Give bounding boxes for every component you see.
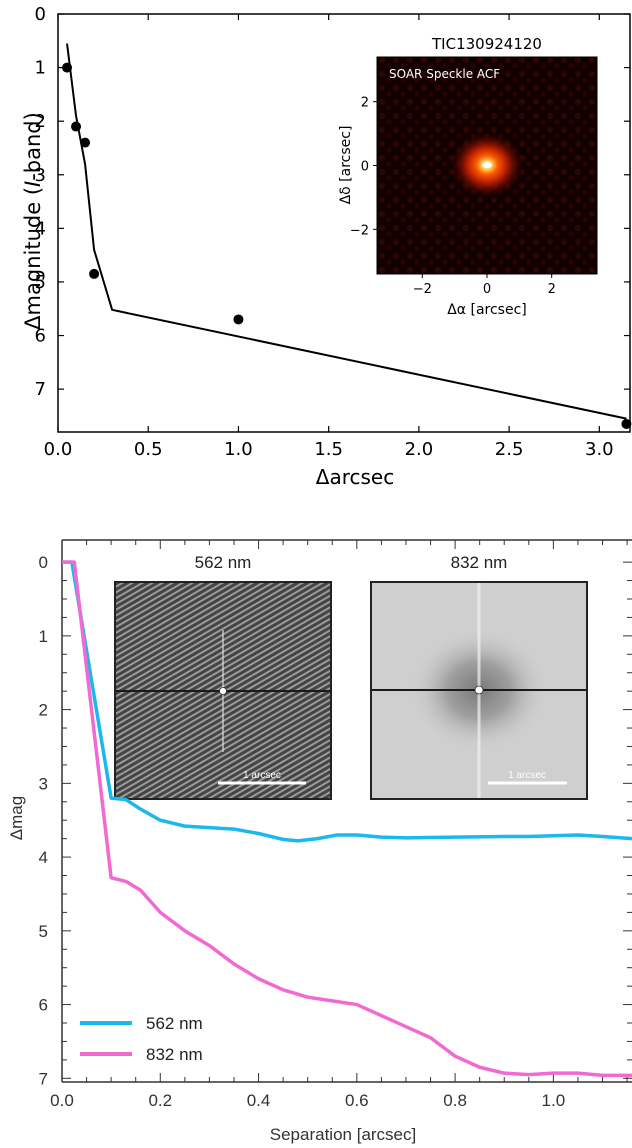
bottom-x-tick-label: 0.4 [247,1091,271,1110]
legend: 562 nm 832 nm [80,1014,203,1064]
bottom-x-axis-label: Separation [arcsec] [270,1125,416,1144]
top-x-tick-label: 2.0 [405,439,434,460]
inset-x-tick-label: −2 [413,282,432,297]
top-y-tick-label: 1 [35,58,46,79]
bottom-x-tick-label: 0.6 [345,1091,369,1110]
detection-point [80,137,91,148]
series-line-562nm [62,560,632,843]
inset-y-tick-label: 0 [361,160,369,175]
inset-562nm-title: 562 nm [195,553,252,572]
inset-title: TIC130924120 [431,35,542,53]
bottom-y-axis-label: Δmag [7,796,26,840]
detection-point [89,268,100,279]
series-line-832nm [62,560,632,1078]
top-x-axis-label: Δarcsec [316,465,394,489]
detection-point [621,418,632,429]
bottom-y-tick-label: 4 [39,848,48,867]
top-x-tick-label: 2.5 [495,439,524,460]
inset-832nm-frame [370,581,588,800]
top-x-tick-label: 1.5 [314,439,343,460]
top-y-tick-label: 5 [35,272,46,293]
inset-ticks: −2 0 2 2 0 −2 [350,96,556,297]
bottom-axes: 0.0 0.2 0.4 0.6 0.8 1.0 0 1 2 3 4 5 6 7 [39,539,632,1110]
top-y-tick-label: 6 [35,326,46,347]
detection-point [62,62,73,73]
top-axes: 0.0 0.5 1.0 1.5 2.0 2.5 3.0 0 1 2 3 4 5 6 7 [35,4,631,460]
top-y-tick-label: 4 [35,218,46,239]
inset-832nm: 832 nm 1 arcsec [370,553,588,800]
bottom-x-tick-label: 0.0 [50,1091,74,1110]
bottom-y-tick-label: 6 [39,996,48,1015]
inset-562nm-center [219,687,227,695]
inset-label: SOAR Speckle ACF [389,67,500,81]
bottom-x-tick-label: 0.2 [148,1091,172,1110]
inset-562nm: 562 nm 1 arcsec [114,553,332,800]
bottom-y-tick-label: 7 [39,1069,48,1088]
acf-inset: TIC130924120 SOAR Speckle ACF −2 0 2 2 0 −2 Δ… [338,35,598,318]
bottom-y-tick-label: 5 [39,922,48,941]
top-x-tick-label: 0.0 [44,439,73,460]
inset-832nm-center [474,685,484,695]
legend-label-562nm: 562 nm [146,1014,203,1033]
bottom-y-tick-label: 1 [39,627,48,646]
detection-point [233,314,244,325]
bottom-chart-panel: 0.0 0.2 0.4 0.6 0.8 1.0 0 1 2 3 4 5 6 7 562 nm 1 arcs… [7,539,632,1144]
top-y-tick-label: 2 [35,111,46,132]
bottom-y-tick-label: 2 [39,701,48,720]
detection-point [71,121,82,132]
bottom-y-tick-label: 0 [39,553,48,572]
inset-y-axis-label: Δδ [arcsec] [338,126,354,205]
top-y-tick-label: 0 [35,4,46,25]
acf-peak-core [482,162,492,168]
top-x-tick-label: 1.0 [224,439,253,460]
inset-x-axis-label: Δα [arcsec] [447,302,527,318]
contrast-curve-line [66,43,627,420]
bottom-x-tick-label: 1.0 [542,1091,566,1110]
top-chart-panel: 0.0 0.5 1.0 1.5 2.0 2.5 3.0 0 1 2 3 4 5 6 7 Δarcsec Δm… [21,4,632,489]
inset-562nm-frame [114,581,332,800]
bottom-plot-data [62,560,632,1078]
top-y-tick-label: 7 [35,379,46,400]
inset-832nm-scalebar-label: 1 arcsec [508,770,546,781]
inset-y-tick-label: −2 [350,223,369,238]
inset-562nm-scalebar-label: 1 arcsec [243,770,281,781]
top-x-tick-label: 0.5 [134,439,163,460]
top-x-tick-label: 3.0 [585,439,614,460]
top-y-axis-label: Δmagnitude (I-band) [21,112,45,330]
inset-x-tick-label: 2 [548,282,556,297]
legend-label-832nm: 832 nm [146,1045,203,1064]
bottom-x-tick-label: 0.8 [443,1091,467,1110]
inset-832nm-title: 832 nm [451,553,508,572]
inset-x-tick-label: 0 [483,282,491,297]
top-plot-data [62,43,632,429]
bottom-y-tick-label: 3 [39,774,48,793]
inset-y-tick-label: 2 [361,96,369,111]
top-plot-frame [57,13,631,433]
top-y-tick-label: 3 [35,165,46,186]
